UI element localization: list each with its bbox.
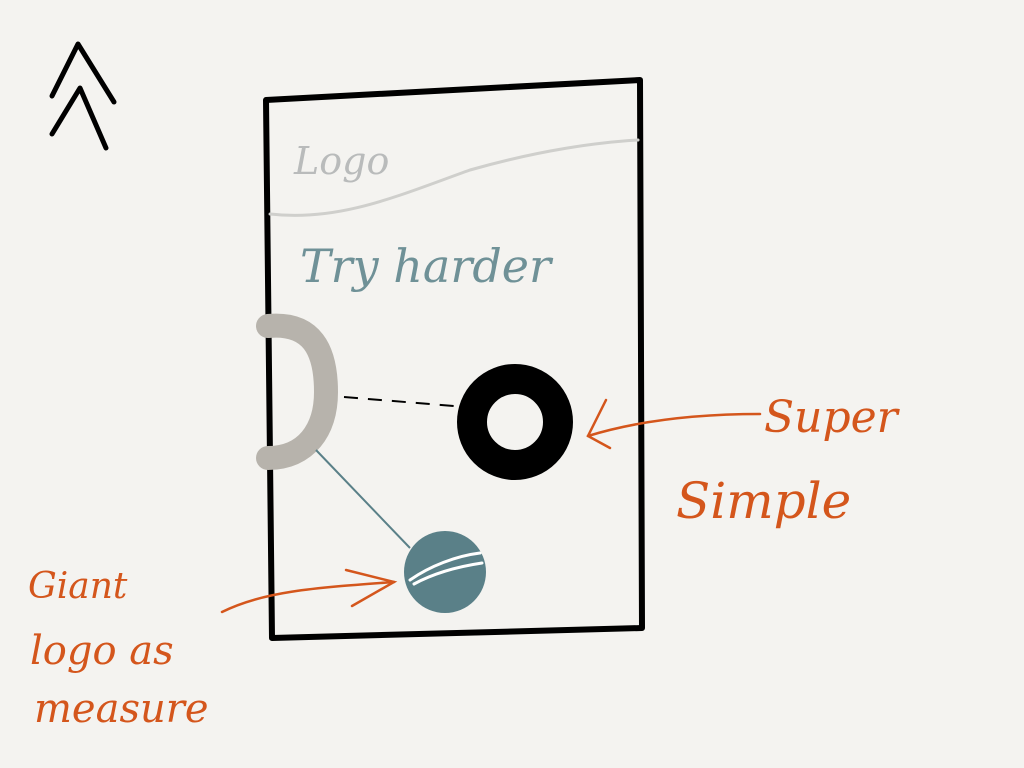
dashed-connector <box>343 396 467 408</box>
headline-text: Try harder <box>300 239 554 293</box>
double-chevron-up-icon <box>49 41 117 151</box>
arrow-to-donut <box>586 398 762 450</box>
logo-label: Logo <box>293 139 389 183</box>
grey-ring-shape <box>256 313 339 470</box>
annotation-super: Super <box>764 392 901 443</box>
annotation-logo-as: logo as <box>30 628 174 674</box>
black-donut <box>457 364 573 480</box>
annotation-simple: Simple <box>676 472 851 530</box>
teal-logo-dot <box>404 531 486 613</box>
arrow-to-logo-dot <box>220 568 398 614</box>
teal-connector <box>315 449 411 549</box>
header-divider <box>268 138 640 217</box>
annotation-giant: Giant <box>28 566 128 607</box>
annotation-measure: measure <box>34 686 209 732</box>
